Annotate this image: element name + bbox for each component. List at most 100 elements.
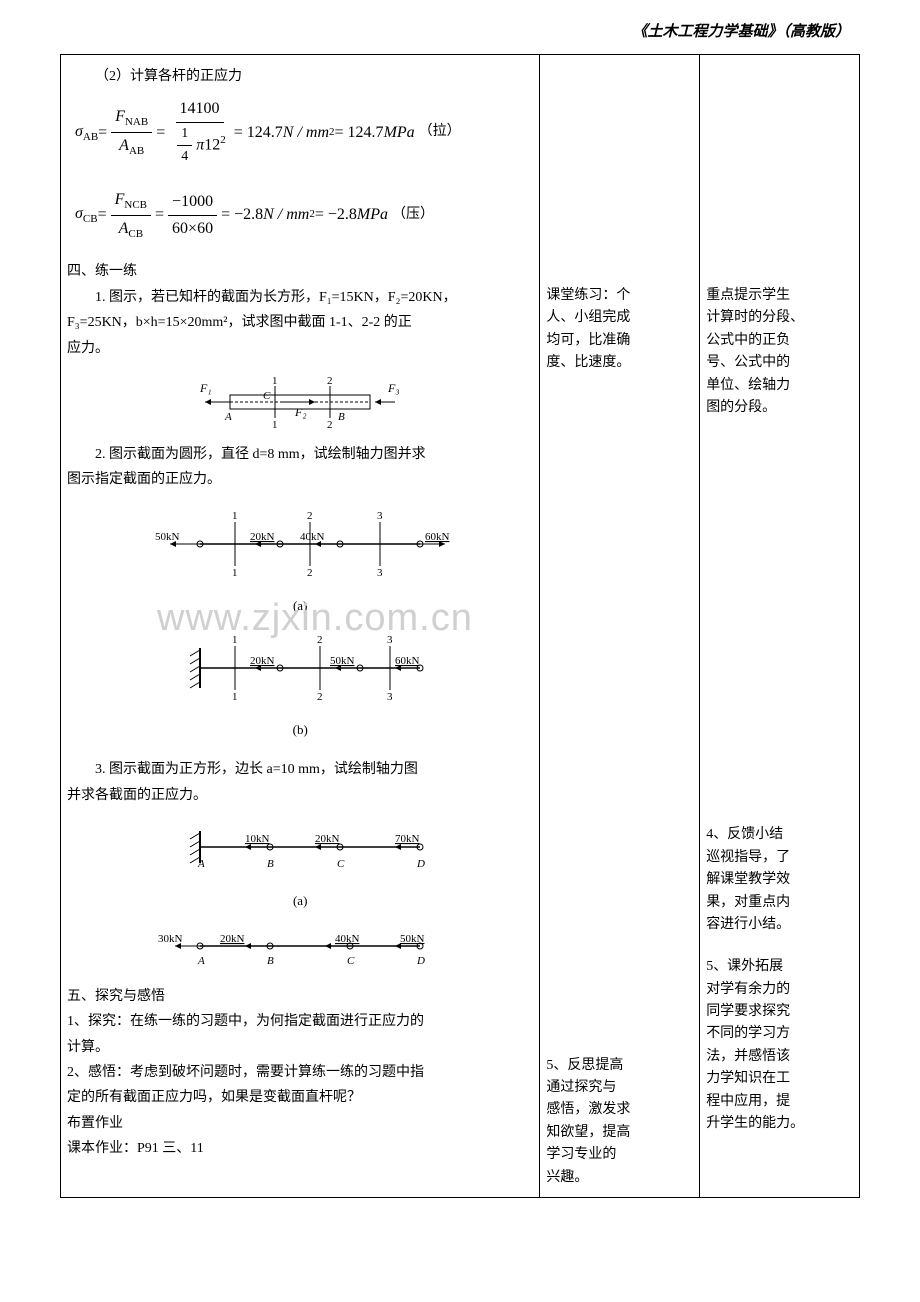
practice-note: 均可，比准确 [546,330,693,352]
diagram-label: (a) [67,891,533,912]
diagram-q3b: 30kN 20kN 40kN 50kN A B C D [140,924,460,974]
svg-text:2: 2 [317,634,323,646]
table-row: （2）计算各杆的正应力 σAB = FNAB AAB = 14100 [61,55,860,1198]
svg-text:50kN: 50kN [400,933,425,945]
feedback-note: 巡视指导，了 [706,847,853,869]
extend-note: 不同的学习方 [706,1023,853,1045]
extend-note: 升学生的能力。 [706,1113,853,1135]
extend-note: 5、课外拓展 [706,956,853,978]
formula-sigma-ab: σAB = FNAB AAB = 14100 1 4 π122 [75,96,533,168]
reflect-note: 兴趣。 [546,1167,693,1189]
tip-note: 公式中的正负 [706,330,853,352]
homework-title: 布置作业 [67,1113,533,1135]
svg-text:60kN: 60kN [395,655,420,667]
question-2-line: 2. 图示截面为圆形，直径 d=8 mm，试绘制轴力图并求 [67,444,533,466]
svg-text:20kN: 20kN [315,833,340,845]
svg-text:C: C [337,858,345,870]
tip-note: 号、公式中的 [706,352,853,374]
s5-q1-line: 计算。 [67,1037,533,1059]
svg-text:2: 2 [307,510,313,522]
practice-note: 课堂练习：个 [546,285,693,307]
diagram-label: (b) [67,720,533,741]
svg-text:10kN: 10kN [245,833,270,845]
main-content-cell: （2）计算各杆的正应力 σAB = FNAB AAB = 14100 [61,55,540,1198]
svg-text:40kN: 40kN [335,933,360,945]
svg-text:2: 2 [327,419,333,431]
svg-text:50kN: 50kN [330,655,355,667]
svg-text:A: A [197,858,205,870]
svg-text:40kN: 40kN [300,531,325,543]
teacher-activity-cell: 课堂练习：个 人、小组完成 均可，比准确 度、比速度。 5、反思提高 通过探究与… [540,55,700,1198]
question-3-line: 3. 图示截面为正方形，边长 a=10 mm，试绘制轴力图 [67,759,533,781]
tip-note: 重点提示学生 [706,285,853,307]
svg-text:1: 1 [232,510,238,522]
svg-text:D: D [416,955,425,967]
question-1-line: F₃=25KN，b×h=15×20mm²，试求图中截面 1-1、2-2 的正 [67,312,533,334]
svg-text:B: B [267,955,274,967]
reflect-note: 知欲望，提高 [546,1122,693,1144]
svg-text:1: 1 [272,375,278,387]
svg-text:1: 1 [272,419,278,431]
reflect-note: 5、反思提高 [546,1055,693,1077]
feedback-note: 果，对重点内 [706,892,853,914]
svg-text:3: 3 [377,567,383,579]
diagram-q2a: 50kN 20kN 40kN 60kN 1 1 2 2 3 3 [140,504,460,584]
diagram-q1: F₁ A 1 1 C F₂ 2 2 B F₃ [170,372,430,432]
svg-text:30kN: 30kN [158,933,183,945]
diagram-q3a: 10kN 20kN 70kN A B C D [140,819,460,879]
question-1-line: 应力。 [67,338,533,360]
svg-text:3: 3 [377,510,383,522]
tip-note: 单位、绘轴力 [706,375,853,397]
feedback-note: 4、反馈小结 [706,824,853,846]
svg-text:1: 1 [232,634,238,646]
svg-text:B: B [267,858,274,870]
step-title: （2）计算各杆的正应力 [67,66,533,88]
question-3-line: 并求各截面的正应力。 [67,785,533,807]
reflect-note: 通过探究与 [546,1077,693,1099]
svg-text:20kN: 20kN [220,933,245,945]
feedback-note: 容进行小结。 [706,914,853,936]
svg-text:2: 2 [307,567,313,579]
svg-text:F₁: F₁ [199,381,212,395]
extend-note: 对学有余力的 [706,979,853,1001]
svg-text:3: 3 [387,634,393,646]
question-2-line: 图示指定截面的正应力。 [67,469,533,491]
section-5-title: 五、探究与感悟 [67,986,533,1008]
question-1-line: 1. 图示，若已知杆的截面为长方形，F₁=15KN，F₂=20KN， [67,287,533,309]
svg-text:C: C [347,955,355,967]
diagram-q2b: 20kN 50kN 60kN 1 1 2 2 3 3 [140,628,460,708]
s5-q1-line: 1、探究：在练一练的习题中，为何指定截面进行正应力的 [67,1011,533,1033]
content-table: （2）计算各杆的正应力 σAB = FNAB AAB = 14100 [60,54,860,1198]
svg-text:50kN: 50kN [155,531,180,543]
feedback-note: 解课堂教学效 [706,869,853,891]
svg-text:D: D [416,858,425,870]
svg-text:1: 1 [232,567,238,579]
extend-note: 法，并感悟该 [706,1046,853,1068]
section-4-title: 四、练一练 [67,261,533,283]
reflect-note: 感悟，激发求 [546,1099,693,1121]
svg-text:20kN: 20kN [250,655,275,667]
homework-content: 课本作业：P91 三、11 [67,1138,533,1160]
svg-text:C: C [263,390,271,402]
page-header-title: 《土木工程力学基础》（高教版） [60,20,860,44]
svg-text:A: A [224,411,232,423]
svg-text:70kN: 70kN [395,833,420,845]
svg-text:A: A [197,955,205,967]
tip-note: 计算时的分段、 [706,307,853,329]
svg-text:2: 2 [327,375,333,387]
teaching-tip-cell: 重点提示学生 计算时的分段、 公式中的正负 号、公式中的 单位、绘轴力 图的分段… [700,55,860,1198]
svg-text:3: 3 [387,691,393,703]
svg-text:B: B [338,411,345,423]
svg-text:20kN: 20kN [250,531,275,543]
extend-note: 同学要求探究 [706,1001,853,1023]
extend-note: 力学知识在工 [706,1068,853,1090]
svg-text:2: 2 [317,691,323,703]
svg-text:60kN: 60kN [425,531,450,543]
reflect-note: 学习专业的 [546,1144,693,1166]
s5-q2-line: 定的所有截面正应力吗，如果是变截面直杆呢？ [67,1087,533,1109]
extend-note: 程中应用，提 [706,1091,853,1113]
practice-note: 度、比速度。 [546,352,693,374]
practice-note: 人、小组完成 [546,307,693,329]
svg-text:1: 1 [232,691,238,703]
s5-q2-line: 2、感悟：考虑到破坏问题时，需要计算练一练的习题中指 [67,1062,533,1084]
